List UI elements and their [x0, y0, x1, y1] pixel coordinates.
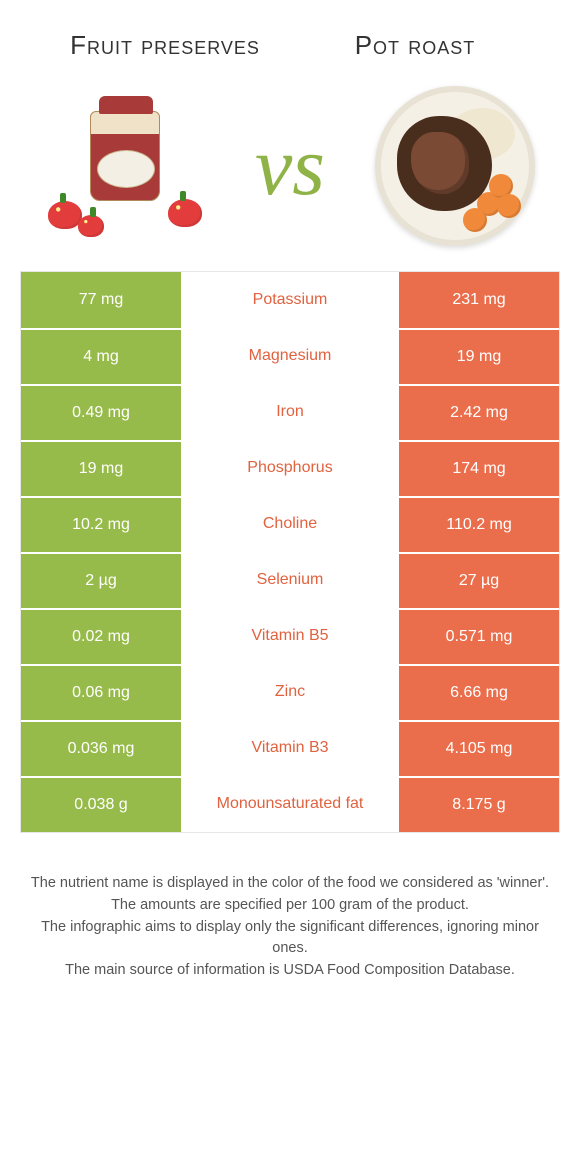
nutrient-label: Vitamin B5 — [183, 608, 397, 664]
nutrient-label: Phosphorus — [183, 440, 397, 496]
right-value: 2.42 mg — [397, 384, 559, 440]
right-value: 110.2 mg — [397, 496, 559, 552]
nutrient-label: Magnesium — [183, 328, 397, 384]
table-row: 0.49 mgIron2.42 mg — [21, 384, 559, 440]
table-row: 0.06 mgZinc6.66 mg — [21, 664, 559, 720]
table-row: 10.2 mgCholine110.2 mg — [21, 496, 559, 552]
hero-row: vs — [0, 71, 580, 271]
right-food-image — [370, 91, 540, 241]
left-value: 0.036 mg — [21, 720, 183, 776]
right-value: 19 mg — [397, 328, 559, 384]
table-row: 0.036 mgVitamin B34.105 mg — [21, 720, 559, 776]
right-value: 6.66 mg — [397, 664, 559, 720]
nutrient-label: Choline — [183, 496, 397, 552]
right-value: 174 mg — [397, 440, 559, 496]
footer-line: The main source of information is USDA F… — [30, 960, 550, 982]
table-row: 77 mgPotassium231 mg — [21, 272, 559, 328]
left-value: 10.2 mg — [21, 496, 183, 552]
titles-row: Fruit preserves Pot roast — [0, 0, 580, 71]
vs-label: vs — [255, 118, 325, 215]
table-row: 19 mgPhosphorus174 mg — [21, 440, 559, 496]
table-row: 4 mgMagnesium19 mg — [21, 328, 559, 384]
jam-jar-icon — [40, 91, 210, 241]
right-value: 0.571 mg — [397, 608, 559, 664]
left-value: 2 µg — [21, 552, 183, 608]
left-value: 0.038 g — [21, 776, 183, 832]
footer-line: The amounts are specified per 100 gram o… — [30, 895, 550, 917]
nutrient-label: Iron — [183, 384, 397, 440]
nutrient-label: Potassium — [183, 272, 397, 328]
left-value: 19 mg — [21, 440, 183, 496]
right-value: 27 µg — [397, 552, 559, 608]
right-value: 4.105 mg — [397, 720, 559, 776]
table-row: 2 µgSelenium27 µg — [21, 552, 559, 608]
left-food-image — [40, 91, 210, 241]
pot-roast-icon — [375, 86, 535, 246]
left-value: 4 mg — [21, 328, 183, 384]
right-value: 231 mg — [397, 272, 559, 328]
footer-line: The infographic aims to display only the… — [30, 917, 550, 961]
nutrient-label: Zinc — [183, 664, 397, 720]
left-value: 0.49 mg — [21, 384, 183, 440]
left-food-title: Fruit preserves — [40, 30, 290, 61]
footer-notes: The nutrient name is displayed in the co… — [30, 873, 550, 982]
infographic-container: Fruit preserves Pot roast vs 77 — [0, 0, 580, 982]
table-row: 0.02 mgVitamin B50.571 mg — [21, 608, 559, 664]
left-value: 0.06 mg — [21, 664, 183, 720]
table-row: 0.038 gMonounsaturated fat8.175 g — [21, 776, 559, 832]
nutrient-label: Monounsaturated fat — [183, 776, 397, 832]
right-value: 8.175 g — [397, 776, 559, 832]
nutrient-label: Selenium — [183, 552, 397, 608]
right-food-title: Pot roast — [290, 30, 540, 61]
nutrient-label: Vitamin B3 — [183, 720, 397, 776]
left-value: 0.02 mg — [21, 608, 183, 664]
comparison-table: 77 mgPotassium231 mg4 mgMagnesium19 mg0.… — [20, 271, 560, 833]
footer-line: The nutrient name is displayed in the co… — [30, 873, 550, 895]
left-value: 77 mg — [21, 272, 183, 328]
